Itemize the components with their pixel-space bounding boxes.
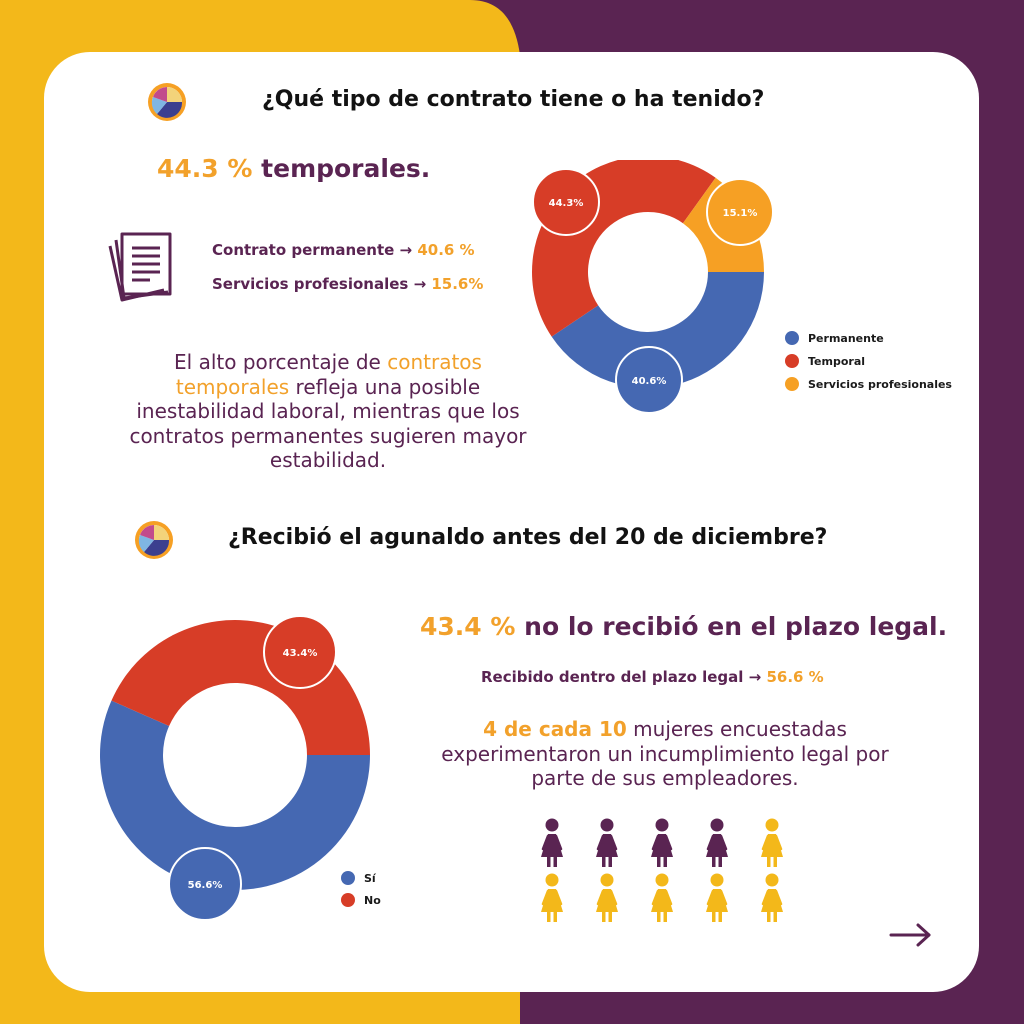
woman-icon (541, 818, 563, 867)
slice-label-bubble (263, 615, 337, 689)
slice-data-label: 56.6% (188, 880, 223, 891)
legend-swatch (341, 871, 355, 885)
woman-icon (706, 818, 728, 867)
slice-data-label: 44.3% (549, 198, 584, 209)
people-grid (541, 818, 783, 922)
stat-permanente: Contrato permanente → 40.6 % (212, 241, 475, 259)
stat-value: 40.6 % (417, 241, 475, 259)
aguinaldo-donut-chart: 56.6% 43.4% Sí No (99, 615, 381, 921)
woman-icon (651, 873, 673, 922)
slice-data-label: 40.6% (632, 376, 667, 387)
stat-servicios: Servicios profesionales → 15.6% (212, 275, 483, 293)
headline-value: 44.3 % (157, 154, 253, 183)
headline-text: no lo recibió en el plazo legal. (524, 612, 948, 641)
woman-icon (761, 873, 783, 922)
legend-label: No (364, 894, 381, 907)
para-text: El alto porcentaje de (174, 350, 388, 374)
donut-slice-1 (551, 272, 764, 388)
headline-value: 43.4 % (420, 612, 516, 641)
woman-icon (706, 873, 728, 922)
section2-headline: 43.4 % no lo recibió en el plazo legal. (420, 612, 947, 641)
woman-icon (761, 818, 783, 867)
para-highlight: 4 de cada 10 (483, 717, 627, 741)
para-text: refleja una posible inestabilidad labora… (129, 374, 527, 473)
legend-label: Temporal (808, 355, 865, 368)
slice-data-label: 15.1% (723, 208, 758, 219)
legend-swatch (785, 377, 799, 391)
section2-title: ¿Recibió el agunaldo antes del 20 de dic… (228, 525, 828, 550)
headline-text: temporales. (261, 154, 431, 183)
contract-type-donut-chart: 40.6% 44.3% 15.1% Permanente Temporal Servici… (532, 160, 952, 414)
stat-value: 15.6% (431, 275, 484, 293)
stat-label: Recibido dentro del plazo legal → (481, 668, 767, 686)
donut-slice-1 (99, 700, 371, 890)
arrow-right-icon[interactable] (888, 920, 934, 950)
section1-title: ¿Qué tipo de contrato tiene o ha tenido? (262, 87, 765, 112)
woman-icon (541, 873, 563, 922)
section2-paragraph: 4 de cada 10 mujeres encuestadas experim… (440, 717, 890, 791)
legend-label: Permanente (808, 332, 884, 345)
woman-icon (596, 873, 618, 922)
legend-label: Sí (364, 872, 377, 885)
slice-label-bubble (706, 178, 774, 246)
para-text: mujeres encuestadas experimentaron un in… (441, 717, 889, 790)
slice-label-bubble (168, 847, 242, 921)
document-stack-icon (108, 232, 172, 302)
legend-swatch (785, 354, 799, 368)
pie-chart-icon (135, 521, 173, 559)
section1-paragraph: El alto porcentaje de contratos temporal… (118, 350, 538, 473)
stat-label: Servicios profesionales → (212, 275, 432, 293)
legend-label: Servicios profesionales (808, 378, 952, 391)
slice-label-bubble (615, 346, 683, 414)
pie-chart-icon (148, 83, 186, 121)
section1-headline: 44.3 % temporales. (157, 154, 430, 183)
para-highlight: contratos temporales (175, 350, 482, 399)
slice-label-bubble (532, 168, 600, 236)
stat-recibido: Recibido dentro del plazo legal → 56.6 % (481, 668, 824, 686)
woman-icon (596, 818, 618, 867)
legend-swatch (785, 331, 799, 345)
legend-swatch (341, 893, 355, 907)
stat-label: Contrato permanente → (212, 241, 418, 259)
stat-value: 56.6 % (766, 668, 824, 686)
woman-icon (651, 818, 673, 867)
slice-data-label: 43.4% (283, 648, 318, 659)
